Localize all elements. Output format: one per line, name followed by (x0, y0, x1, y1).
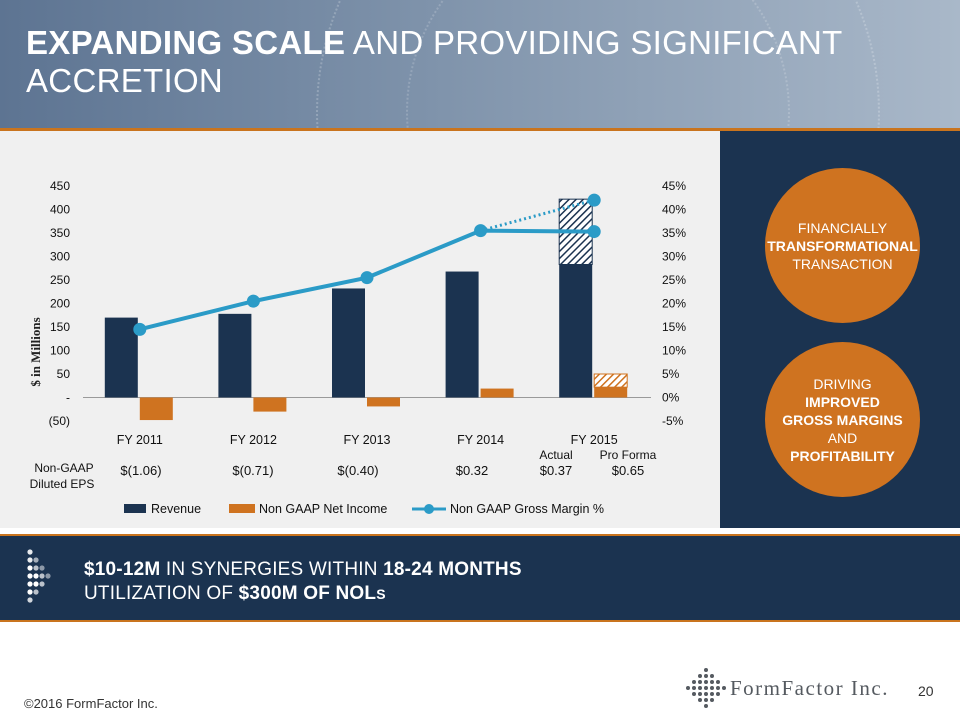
y-left-tick-label: 250 (50, 273, 70, 287)
callout-circle-margins: DRIVING IMPROVED GROSS MARGINS AND PROFI… (765, 342, 920, 497)
legend-swatch-revenue (124, 504, 146, 513)
y-left-tick-label: 400 (50, 203, 70, 217)
banner-line-nols: UTILIZATION OF $300M OF NOLS (84, 583, 386, 605)
y-right-tick-label: 35% (662, 226, 686, 240)
synergy-timeframe: 18-24 MONTHS (383, 559, 522, 580)
legend-label-net-income: Non GAAP Net Income (259, 502, 387, 516)
circle2-line3: GROSS MARGINS (782, 411, 903, 428)
nol-amount: $300M OF NOL (238, 583, 377, 604)
circle2-line2: IMPROVED (805, 393, 880, 410)
revenue-bar (445, 271, 479, 398)
y-left-tick-label: (50) (49, 414, 70, 428)
y-right-tick-label: 40% (662, 203, 686, 217)
eps-value: $(1.06) (120, 463, 161, 478)
y-left-tick-label: 300 (50, 250, 70, 264)
circle2-line4: AND (827, 429, 858, 446)
y-right-tick-label: 5% (662, 367, 680, 381)
gross-margin-proforma-point (587, 193, 601, 207)
circle1-line1: FINANCIALLY (797, 219, 888, 236)
legend-label-revenue: Revenue (151, 502, 201, 516)
legend-label-gross-margin: Non GAAP Gross Margin % (450, 502, 604, 516)
synergy-amount: $10-12M (84, 559, 161, 580)
gross-margin-point (246, 294, 260, 308)
x-category-label: FY 2012 (230, 433, 277, 447)
gross-margin-point (360, 271, 374, 285)
page-number: 20 (918, 683, 934, 699)
legend-swatch-net-income (229, 504, 255, 513)
y-left-tick-label: 150 (50, 320, 70, 334)
eps-value: $0.65 (612, 463, 645, 478)
synergies-banner: $10-12M IN SYNERGIES WITHIN 18-24 MONTHS… (0, 534, 960, 622)
y-left-tick-label: 450 (50, 179, 70, 193)
banner-line-synergies: $10-12M IN SYNERGIES WITHIN 18-24 MONTHS (84, 559, 522, 581)
net-income-bar (480, 388, 514, 398)
nol-text: UTILIZATION OF (84, 583, 234, 604)
company-logo: FormFactor Inc. (684, 664, 924, 708)
circle2-line1: DRIVING (813, 375, 872, 392)
net-income-bar (594, 387, 628, 398)
circle1-line2: TRANSFORMATIONAL (767, 237, 918, 254)
x-category-label: FY 2014 (457, 433, 504, 447)
net-income-proforma-bar (593, 373, 628, 388)
sublabel-pro-forma: Pro Forma (600, 448, 657, 462)
eps-label-line1: Non-GAAP (34, 461, 93, 475)
copyright: ©2016 FormFactor Inc. (24, 696, 158, 711)
header-divider (0, 128, 960, 131)
revenue-bar (332, 288, 365, 398)
circle1-line3: TRANSACTION (792, 255, 893, 272)
x-category-label: FY 2013 (343, 433, 390, 447)
logo-mark-icon (686, 668, 726, 708)
eps-label-line2: Diluted EPS (30, 477, 95, 491)
combo-chart: 450 400 350 300 250 200 150 100 50 - (50) 45% 40% 35… (28, 179, 686, 516)
gross-margin-point (587, 225, 601, 239)
x-category-label: FY 2011 (117, 433, 163, 447)
header-banner: EXPANDING SCALE AND PROVIDING SIGNIFICAN… (0, 0, 960, 128)
chevron-dots-icon (27, 549, 51, 603)
eps-value: $(0.71) (232, 463, 273, 478)
x-category-label: FY 2015 (571, 433, 618, 447)
sublabel-actual: Actual (539, 448, 572, 462)
y-axis-title: $ in Millions (28, 317, 43, 386)
nol-suffix: S (376, 586, 386, 602)
eps-value: $0.32 (456, 463, 489, 478)
title-rest-part: AND PROVIDING SIGNIFICANT ACCRETION (26, 24, 843, 99)
y-right-tick-label: 15% (662, 320, 686, 334)
net-income-bar (367, 397, 400, 407)
callout-circle-transformational: FINANCIALLY TRANSFORMATIONAL TRANSACTION (765, 168, 920, 323)
y-left-tick-label: - (66, 391, 70, 405)
net-income-bar (253, 397, 287, 412)
chart-panel: 450 400 350 300 250 200 150 100 50 - (50) 45% 40% 35… (0, 131, 720, 528)
logo-text: FormFactor Inc. (730, 676, 889, 700)
y-right-tick-label: -5% (662, 414, 684, 428)
y-right-tick-label: 10% (662, 344, 686, 358)
revenue-bar (104, 317, 138, 398)
y-right-tick-label: 25% (662, 273, 686, 287)
y-left-tick-label: 100 (50, 344, 70, 358)
net-income-bar (139, 397, 173, 421)
title-bold-part: EXPANDING SCALE (26, 24, 346, 61)
gross-margin-point (474, 224, 488, 238)
y-right-tick-label: 30% (662, 250, 686, 264)
y-left-tick-label: 200 (50, 297, 70, 311)
y-left-tick-label: 350 (50, 226, 70, 240)
revenue-bar (559, 264, 593, 398)
y-right-tick-label: 45% (662, 179, 686, 193)
right-sidebar: FINANCIALLY TRANSFORMATIONAL TRANSACTION… (720, 131, 960, 528)
revenue-bar (218, 313, 252, 398)
y-right-tick-label: 20% (662, 297, 686, 311)
y-right-tick-label: 0% (662, 391, 680, 405)
eps-value: $(0.40) (337, 463, 378, 478)
circle2-line5: PROFITABILITY (790, 447, 895, 464)
eps-value: $0.37 (540, 463, 573, 478)
legend-marker-gross-margin (424, 504, 434, 514)
y-left-tick-label: 50 (57, 367, 71, 381)
page-title: EXPANDING SCALE AND PROVIDING SIGNIFICAN… (26, 24, 886, 100)
gross-margin-point (133, 322, 147, 336)
synergy-text: IN SYNERGIES WITHIN (165, 559, 378, 580)
